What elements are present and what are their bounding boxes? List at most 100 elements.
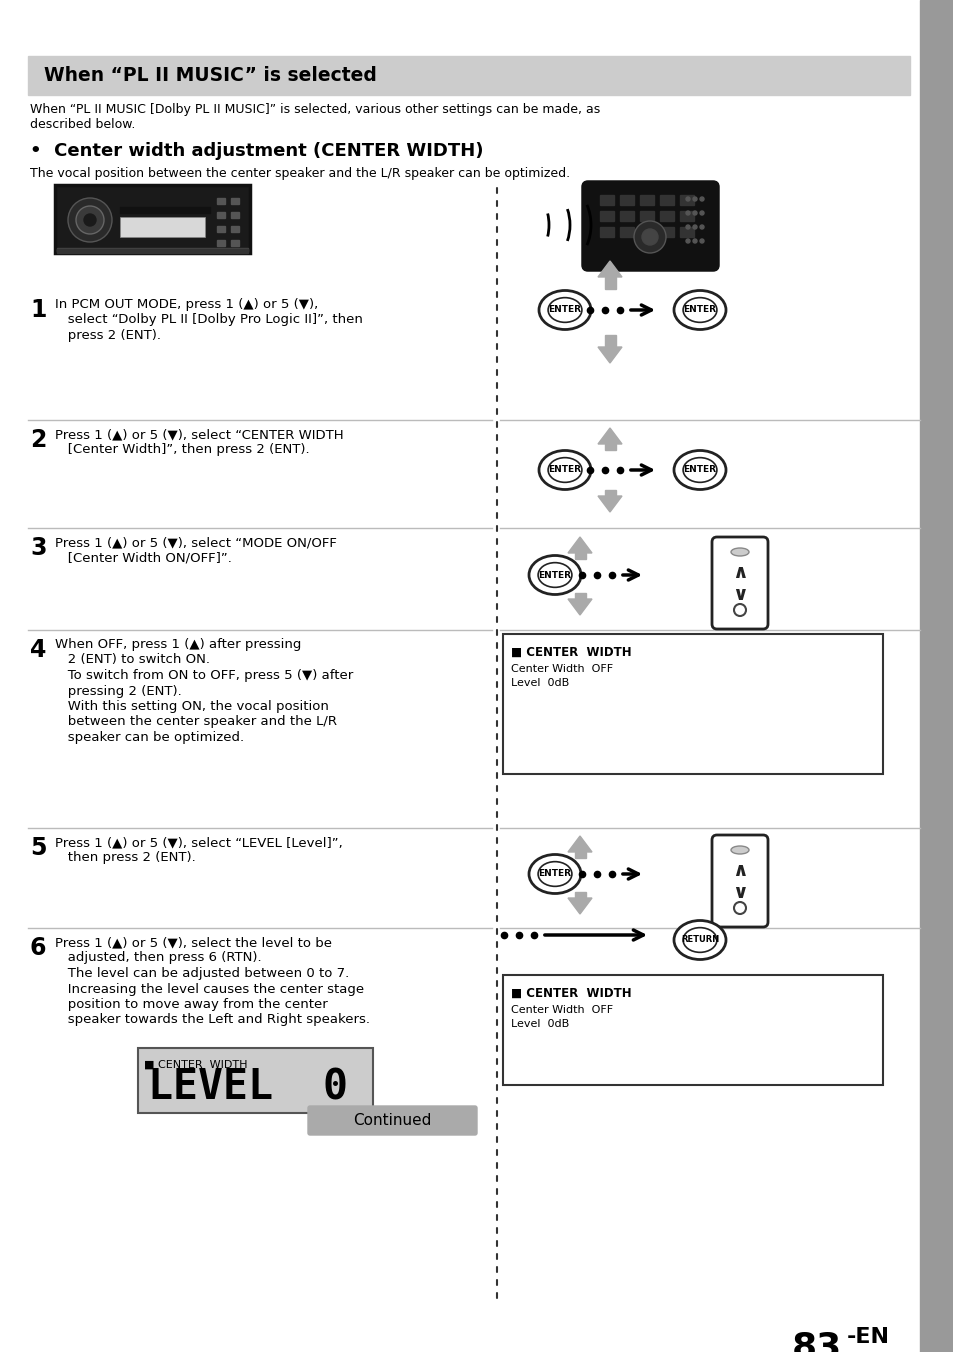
Text: 4: 4 [30, 638, 47, 662]
Text: ENTER: ENTER [537, 869, 571, 879]
Bar [57, 247, 248, 251]
FancyBboxPatch shape [55, 185, 250, 253]
Polygon shape [567, 599, 592, 615]
Bar [120, 218, 205, 237]
Circle shape [733, 902, 745, 914]
Circle shape [76, 206, 104, 234]
Bar [639, 195, 654, 206]
Circle shape [692, 197, 697, 201]
Bar [120, 207, 210, 214]
Circle shape [700, 211, 703, 215]
Ellipse shape [673, 291, 725, 330]
Text: Center Width  OFF: Center Width OFF [511, 664, 613, 675]
Text: Center Width  OFF: Center Width OFF [511, 1005, 613, 1015]
Bar [639, 211, 654, 220]
Text: 2 (ENT) to switch ON.: 2 (ENT) to switch ON. [55, 653, 210, 667]
Bar [919, 0, 953, 1352]
Polygon shape [567, 836, 592, 852]
Text: Level  0dB: Level 0dB [511, 1019, 569, 1029]
Ellipse shape [682, 927, 716, 952]
Text: Press 1 (▲) or 5 (▼), select the level to be: Press 1 (▲) or 5 (▼), select the level t… [55, 936, 332, 949]
Text: ■ CENTER  WIDTH: ■ CENTER WIDTH [144, 1060, 247, 1069]
Ellipse shape [529, 556, 580, 595]
Bar [231, 226, 239, 233]
Bar [216, 197, 225, 204]
Ellipse shape [673, 450, 725, 489]
Text: Level  0dB: Level 0dB [511, 677, 569, 688]
Text: [Center Width ON/OFF]”.: [Center Width ON/OFF]”. [55, 552, 232, 565]
Bar [231, 241, 239, 246]
Bar [659, 211, 673, 220]
Bar [502, 975, 882, 1086]
Text: 6: 6 [30, 936, 47, 960]
FancyBboxPatch shape [582, 183, 718, 270]
Ellipse shape [529, 854, 580, 894]
Circle shape [700, 239, 703, 243]
Text: described below.: described below. [30, 118, 135, 131]
Bar [619, 211, 634, 220]
Text: •  Center width adjustment (CENTER WIDTH): • Center width adjustment (CENTER WIDTH) [30, 142, 483, 160]
Bar [502, 634, 882, 773]
Text: Press 1 (▲) or 5 (▼), select “MODE ON/OFF: Press 1 (▲) or 5 (▼), select “MODE ON/OF… [55, 535, 336, 549]
Circle shape [700, 224, 703, 228]
Text: LEVEL  0: LEVEL 0 [148, 1065, 348, 1109]
Text: adjusted, then press 6 (RTN).: adjusted, then press 6 (RTN). [55, 952, 261, 964]
Bar [619, 227, 634, 237]
Text: [Center Width]”, then press 2 (ENT).: [Center Width]”, then press 2 (ENT). [55, 443, 310, 457]
Text: pressing 2 (ENT).: pressing 2 (ENT). [55, 684, 182, 698]
Ellipse shape [538, 291, 590, 330]
Circle shape [634, 220, 665, 253]
Ellipse shape [548, 297, 581, 322]
Bar [679, 195, 693, 206]
Text: 3: 3 [30, 535, 47, 560]
Polygon shape [598, 347, 621, 362]
Text: ∧: ∧ [731, 860, 747, 880]
Text: ■ CENTER  WIDTH: ■ CENTER WIDTH [511, 646, 631, 658]
Text: Continued: Continued [353, 1113, 432, 1128]
Text: When “PL II MUSIC [Dolby PL II MUSIC]” is selected, various other settings can b: When “PL II MUSIC [Dolby PL II MUSIC]” i… [30, 103, 599, 116]
Text: The vocal position between the center speaker and the L/R speaker can be optimiz: The vocal position between the center sp… [30, 168, 570, 180]
Bar [216, 226, 225, 233]
Text: ENTER: ENTER [537, 571, 571, 580]
Text: ENTER: ENTER [548, 465, 581, 475]
Text: Increasing the level causes the center stage: Increasing the level causes the center s… [55, 983, 364, 995]
Text: then press 2 (ENT).: then press 2 (ENT). [55, 852, 195, 864]
Bar [57, 249, 248, 251]
Bar [619, 195, 634, 206]
Text: ENTER: ENTER [548, 306, 581, 315]
Ellipse shape [730, 846, 748, 854]
Circle shape [68, 197, 112, 242]
Bar [216, 241, 225, 246]
Polygon shape [598, 496, 621, 512]
Text: When “PL II MUSIC” is selected: When “PL II MUSIC” is selected [44, 66, 376, 85]
Text: 2: 2 [30, 429, 47, 452]
Bar [604, 335, 616, 347]
Bar [659, 227, 673, 237]
Bar [599, 211, 614, 220]
Ellipse shape [682, 457, 716, 483]
Text: -EN: -EN [846, 1328, 889, 1347]
Bar [599, 227, 614, 237]
Text: ■ CENTER  WIDTH: ■ CENTER WIDTH [511, 987, 631, 1000]
Ellipse shape [673, 921, 725, 960]
Ellipse shape [537, 562, 571, 587]
Text: Press 1 (▲) or 5 (▼), select “LEVEL [Level]”,: Press 1 (▲) or 5 (▼), select “LEVEL [Lev… [55, 836, 342, 849]
Circle shape [692, 224, 697, 228]
FancyBboxPatch shape [711, 537, 767, 629]
Circle shape [700, 197, 703, 201]
Text: position to move away from the center: position to move away from the center [55, 998, 328, 1011]
Circle shape [692, 239, 697, 243]
Text: To switch from ON to OFF, press 5 (▼) after: To switch from ON to OFF, press 5 (▼) af… [55, 669, 353, 681]
Bar [28, 55, 909, 95]
Bar [604, 489, 616, 496]
Text: ENTER: ENTER [682, 465, 716, 475]
Text: select “Dolby PL II [Dolby Pro Logic II]”, then: select “Dolby PL II [Dolby Pro Logic II]… [55, 314, 362, 326]
Bar [575, 892, 585, 898]
Text: speaker towards the Left and Right speakers.: speaker towards the Left and Right speak… [55, 1014, 370, 1026]
Text: 5: 5 [30, 836, 47, 860]
Ellipse shape [548, 457, 581, 483]
Bar [57, 249, 248, 253]
FancyBboxPatch shape [711, 836, 767, 927]
Bar [639, 227, 654, 237]
Circle shape [685, 211, 689, 215]
